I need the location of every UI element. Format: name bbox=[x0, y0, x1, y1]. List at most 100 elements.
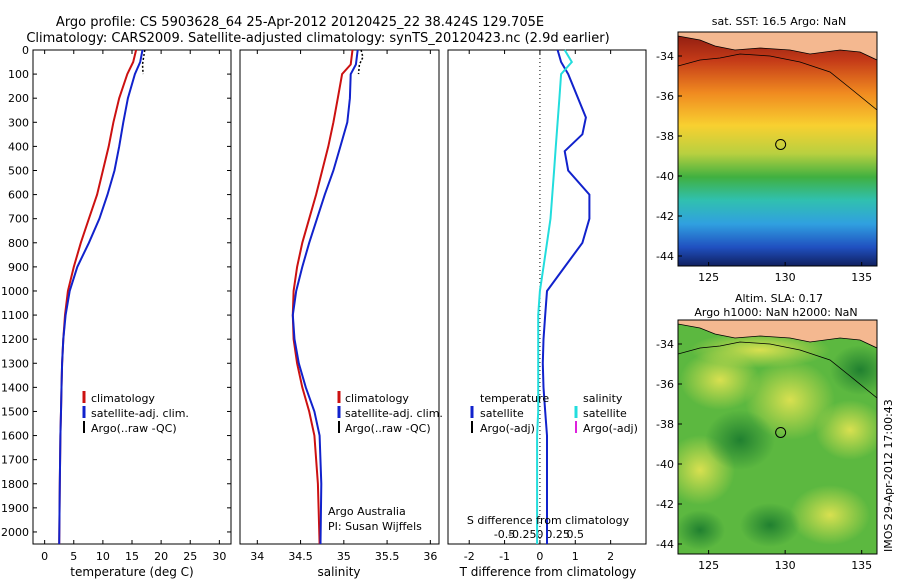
sla-blob bbox=[790, 485, 870, 545]
x-tick-label: 36 bbox=[423, 550, 437, 563]
series-line bbox=[357, 49, 364, 75]
sst-map-frame bbox=[677, 31, 878, 267]
x-tick-label: 2 bbox=[607, 550, 614, 563]
temperature-series bbox=[58, 49, 146, 545]
y-tick-label: 300 bbox=[8, 116, 29, 129]
legend-label-climatology: climatology bbox=[345, 392, 409, 405]
legend-label-temp-argo: Argo(-adj) bbox=[480, 422, 535, 435]
x-tick-label: -1 bbox=[499, 550, 510, 563]
y-tick-label: 200 bbox=[8, 92, 29, 105]
sla-blob-dark bbox=[830, 345, 877, 395]
y-tick-label: 500 bbox=[8, 164, 29, 177]
map-y-tick-label: -34 bbox=[656, 50, 674, 63]
x-tick-label: 34.5 bbox=[288, 550, 313, 563]
sla-map-frame bbox=[677, 319, 878, 555]
salinity-series bbox=[291, 49, 364, 545]
map-y-tick-label: -38 bbox=[656, 418, 674, 431]
legend-label-argo: Argo(..raw -QC) bbox=[345, 422, 431, 435]
salinity-x-label: salinity bbox=[317, 565, 360, 579]
map-y-tick-label: -40 bbox=[656, 170, 674, 183]
x-tick-label: 34 bbox=[250, 550, 264, 563]
depth-contour bbox=[678, 53, 877, 111]
map-x-tick-label: 125 bbox=[698, 271, 719, 284]
y-tick-label: 2000 bbox=[1, 526, 29, 539]
x-tick-label: 35.5 bbox=[375, 550, 400, 563]
y-tick-label: 1000 bbox=[1, 285, 29, 298]
y-tick-label: 400 bbox=[8, 140, 29, 153]
series-line bbox=[58, 49, 144, 545]
x2-tick-label: 0.25 bbox=[545, 528, 570, 541]
y-tick-label: 100 bbox=[8, 68, 29, 81]
t-difference-label: T difference from climatology bbox=[459, 565, 637, 579]
y-tick-label: 600 bbox=[8, 189, 29, 202]
y-tick-label: 1400 bbox=[1, 381, 29, 394]
map-y-tick-label: -44 bbox=[656, 538, 674, 551]
sst-field bbox=[678, 32, 877, 266]
x-tick-label: 0 bbox=[536, 550, 543, 563]
x-tick-label: 5 bbox=[70, 550, 77, 563]
y-tick-label: 1900 bbox=[1, 502, 29, 515]
x2-tick-label: 0.5 bbox=[567, 528, 585, 541]
temperature-plot-frame bbox=[32, 49, 232, 545]
land-mass bbox=[678, 320, 877, 348]
y-tick-label: 900 bbox=[8, 261, 29, 274]
sla-blob bbox=[690, 332, 830, 368]
sst-map-panel: sat. SST: 16.5 Argo: NaN 125 130 135 -34 -36… bbox=[656, 15, 878, 284]
temperature-x-axis: 0 5 10 15 20 25 30 bbox=[41, 50, 226, 563]
map-y-tick-label: -40 bbox=[656, 458, 674, 471]
s-difference-label: S difference from climatology bbox=[467, 514, 630, 527]
salinity-legend: climatology satellite-adj. clim. Argo(..… bbox=[337, 391, 443, 435]
y-tick-label: 1600 bbox=[1, 430, 29, 443]
map-x-tick-label: 135 bbox=[851, 271, 872, 284]
argo-location-marker bbox=[775, 426, 787, 438]
temperature-legend: climatology satellite-adj. clim. Argo(..… bbox=[82, 391, 189, 435]
land-mass bbox=[678, 32, 877, 60]
legend-label-satellite: satellite-adj. clim. bbox=[345, 407, 443, 420]
legend-label-satellite: satellite-adj. clim. bbox=[91, 407, 189, 420]
argo-location-marker bbox=[775, 138, 787, 150]
legend-label-argo: Argo(..raw -QC) bbox=[91, 422, 177, 435]
legend-label-climatology: climatology bbox=[91, 392, 155, 405]
header-line-2: Climatology: CARS2009. Satellite-adjuste… bbox=[26, 31, 609, 46]
series-line bbox=[291, 49, 359, 545]
map-x-tick-label: 125 bbox=[698, 559, 719, 572]
y-tick-label: 800 bbox=[8, 237, 29, 250]
difference-legend: temperature salinity satellite Argo(-adj… bbox=[470, 392, 638, 435]
annotation-pi: PI: Susan Wijffels bbox=[328, 520, 422, 533]
salinity-panel: 34 34.5 35 35.5 36 climatology satellite-adj… bbox=[239, 49, 443, 579]
map-y-tick-label: -36 bbox=[656, 90, 674, 103]
sla-blob-dark bbox=[705, 410, 775, 470]
x2-tick-label: -0.5 bbox=[494, 528, 515, 541]
sla-map-subtitle: Argo h1000: NaN h2000: NaN bbox=[694, 306, 857, 319]
y-tick-label: 1800 bbox=[1, 478, 29, 491]
map-y-tick-label: -36 bbox=[656, 378, 674, 391]
legend-header-salinity: salinity bbox=[583, 392, 623, 405]
x-tick-label: 35 bbox=[337, 550, 351, 563]
map-x-tick-label: 130 bbox=[775, 559, 796, 572]
map-y-tick-label: -42 bbox=[656, 210, 674, 223]
depth-contour bbox=[678, 341, 877, 399]
temperature-x-label: temperature (deg C) bbox=[70, 565, 193, 579]
legend-label-sal-satellite: satellite bbox=[583, 407, 627, 420]
legend-label-sal-argo: Argo(-adj) bbox=[583, 422, 638, 435]
sla-map-title: Altim. SLA: 0.17 bbox=[735, 292, 823, 305]
y-tick-label: 0 bbox=[22, 44, 29, 57]
coastline bbox=[678, 323, 877, 349]
map-y-tick-label: -38 bbox=[656, 130, 674, 143]
map-x-tick-label: 130 bbox=[775, 271, 796, 284]
legend-label-temp-satellite: satellite bbox=[480, 407, 524, 420]
x-tick-label: 10 bbox=[96, 550, 110, 563]
sla-map-panel: Altim. SLA: 0.17 Argo h1000: NaN h2000: … bbox=[656, 292, 878, 572]
sst-map-title: sat. SST: 16.5 Argo: NaN bbox=[712, 15, 846, 28]
x-tick-label: -2 bbox=[464, 550, 475, 563]
map-y-tick-label: -44 bbox=[656, 250, 674, 263]
x-tick-label: 1 bbox=[572, 550, 579, 563]
coastline bbox=[678, 35, 877, 61]
x-tick-label: 20 bbox=[154, 550, 168, 563]
x2-tick-label: -0.25 bbox=[508, 528, 536, 541]
series-line bbox=[536, 49, 574, 544]
imos-timestamp: IMOS 29-Apr-2012 17:00:43 bbox=[882, 399, 895, 552]
y-tick-label: 700 bbox=[8, 213, 29, 226]
series-line bbox=[541, 49, 591, 544]
